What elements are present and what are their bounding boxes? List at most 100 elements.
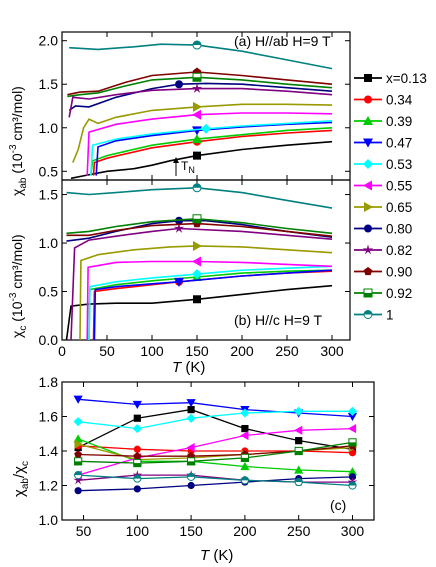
b-marker-10 bbox=[192, 214, 202, 224]
panel-b-ticks: 0.0 0.5 1.0 1.5 0 50 100 150 200 250 300 bbox=[39, 180, 350, 359]
legend-label-8: 0.82 bbox=[386, 243, 412, 258]
panel-a-series bbox=[67, 40, 333, 180]
a-curve-2 bbox=[90, 127, 333, 176]
a-marker-2 bbox=[192, 134, 202, 144]
c-point-4-0 bbox=[73, 417, 83, 427]
c-line-5 bbox=[77, 427, 353, 476]
b-curve-6 bbox=[79, 245, 333, 341]
b-marker-6 bbox=[193, 240, 202, 251]
xtick-label: 300 bbox=[341, 523, 365, 539]
ytick-label: 1.5 bbox=[39, 187, 59, 203]
c-point-10-0 bbox=[74, 457, 83, 466]
c-point-11-1 bbox=[133, 474, 142, 483]
b-marker-3 bbox=[174, 277, 184, 287]
ytick-label: 1.5 bbox=[39, 76, 59, 92]
legend-label-1: 0.34 bbox=[386, 93, 413, 108]
xtick-label: 100 bbox=[140, 343, 164, 359]
ytick-label: 1.2 bbox=[39, 478, 59, 494]
xtick-label: 50 bbox=[76, 523, 92, 539]
c-point-0-4 bbox=[295, 437, 303, 445]
panel-c-ylabel: χab/χc bbox=[11, 461, 31, 497]
c-line-10 bbox=[78, 441, 353, 464]
c-point-7-5 bbox=[348, 473, 357, 481]
a-curve-4 bbox=[90, 120, 333, 176]
a-curve-5 bbox=[86, 112, 333, 176]
b-curve-1 bbox=[92, 270, 333, 341]
legend-marker-5 bbox=[363, 180, 372, 191]
xtick-label: 300 bbox=[320, 343, 344, 359]
panel-a-tn-arrow: TN bbox=[173, 157, 195, 176]
legend-marker-4 bbox=[363, 159, 373, 169]
legend-marker-2 bbox=[363, 116, 373, 125]
legend-marker-1 bbox=[364, 95, 372, 104]
c-point-6-0 bbox=[74, 439, 83, 449]
c-point-5-2 bbox=[186, 442, 195, 453]
panel-b-ylabel: χc (10-3 cm³/mol) bbox=[8, 234, 29, 338]
legend-marker-11 bbox=[363, 310, 373, 319]
legend-label-3: 0.47 bbox=[386, 136, 412, 151]
c-point-4-4 bbox=[294, 406, 304, 416]
panel-b-xlabel: T (K) bbox=[172, 359, 205, 376]
c-point-3-2 bbox=[186, 399, 196, 408]
ytick-label: 2.0 bbox=[39, 33, 59, 49]
ytick-label: 1.0 bbox=[39, 512, 59, 528]
c-point-7-2 bbox=[187, 481, 195, 490]
legend-label-2: 0.39 bbox=[386, 114, 412, 129]
xtick-label: 100 bbox=[126, 523, 150, 539]
legend-label-7: 0.80 bbox=[386, 222, 412, 237]
c-point-0-2 bbox=[187, 406, 195, 414]
c-line-1 bbox=[78, 445, 353, 454]
c-point-3-1 bbox=[132, 400, 142, 410]
panel-b: 0.0 0.5 1.0 1.5 0 50 100 150 200 250 300 (b) H//c … bbox=[8, 179, 351, 376]
c-line-0 bbox=[77, 408, 353, 450]
ytick-label: 1.0 bbox=[39, 235, 59, 251]
legend-marker-9 bbox=[363, 267, 373, 276]
a-curve-10 bbox=[67, 76, 333, 98]
legend-label-11: 1 bbox=[386, 308, 394, 323]
a-marker-7 bbox=[175, 80, 183, 89]
panel-c-ticks: 1.0 1.2 1.4 1.6 1.8 50 100 150 200 250 300 bbox=[39, 374, 374, 539]
c-point-10-2 bbox=[187, 457, 196, 466]
svg-text:TN: TN bbox=[181, 159, 195, 175]
xtick-label: 200 bbox=[230, 343, 254, 359]
panel-c-xlabel: T (K) bbox=[200, 547, 233, 564]
ytick-label: 0.5 bbox=[39, 163, 59, 179]
c-point-4-3 bbox=[240, 408, 250, 418]
ytick-label: 1.4 bbox=[39, 443, 59, 459]
c-point-0-3 bbox=[241, 424, 249, 433]
c-point-8-0 bbox=[73, 475, 83, 485]
xtick-label: 50 bbox=[99, 343, 115, 359]
b-marker-8 bbox=[173, 223, 185, 233]
a-marker-8 bbox=[191, 83, 203, 93]
b-curve-8 bbox=[70, 227, 333, 341]
c-point-5-4 bbox=[294, 425, 303, 435]
ytick-label: 0.5 bbox=[39, 284, 59, 300]
c-point-2-5 bbox=[347, 467, 358, 476]
tn-label: T bbox=[181, 159, 189, 173]
c-point-5-5 bbox=[347, 423, 357, 434]
c-point-10-1 bbox=[133, 458, 142, 468]
panel-a-ticks: 0.5 1.0 1.5 2.0 bbox=[39, 32, 350, 180]
legend-marker-7 bbox=[364, 224, 372, 233]
c-point-3-0 bbox=[73, 395, 83, 404]
legend-label-9: 0.90 bbox=[386, 265, 412, 280]
a-curve-11 bbox=[69, 43, 333, 70]
legend-marker-0 bbox=[364, 74, 372, 82]
panel-b-series bbox=[65, 183, 333, 341]
b-curve-2 bbox=[88, 269, 333, 341]
legend-label-10: 0.92 bbox=[386, 286, 412, 301]
xtick-label: 250 bbox=[275, 343, 299, 359]
legend-label-4: 0.53 bbox=[386, 157, 412, 172]
b-curve-11 bbox=[66, 186, 333, 209]
c-line-7 bbox=[78, 476, 353, 492]
a-marker-6 bbox=[193, 101, 202, 112]
panel-b-annotation: (b) H//c H=9 T bbox=[234, 312, 322, 328]
c-point-9-0 bbox=[74, 450, 82, 458]
xtick-label: 150 bbox=[185, 343, 209, 359]
ytick-label: 1.6 bbox=[39, 409, 59, 425]
c-point-11-2 bbox=[187, 472, 196, 481]
c-line-11 bbox=[78, 474, 353, 487]
c-point-4-2 bbox=[186, 413, 196, 423]
a-marker-0 bbox=[193, 151, 201, 160]
